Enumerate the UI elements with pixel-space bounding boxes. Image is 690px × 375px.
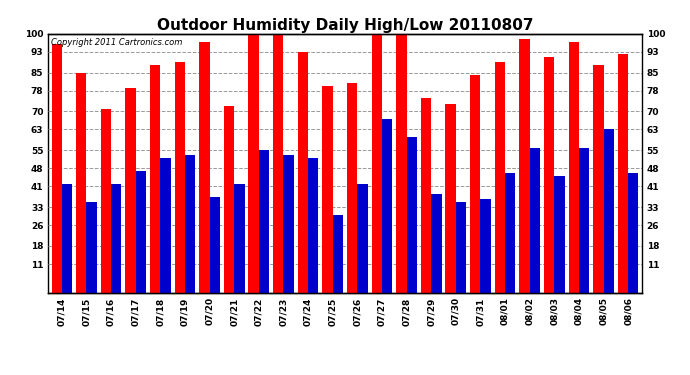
Bar	[52, 44, 62, 292]
Bar	[259, 150, 269, 292]
Bar	[579, 148, 589, 292]
Bar	[618, 54, 628, 292]
Bar	[284, 155, 294, 292]
Bar	[520, 39, 530, 292]
Bar	[470, 75, 480, 292]
Title: Outdoor Humidity Daily High/Low 20110807: Outdoor Humidity Daily High/Low 20110807	[157, 18, 533, 33]
Bar	[421, 99, 431, 292]
Bar	[628, 174, 638, 292]
Bar	[333, 215, 343, 292]
Bar	[495, 62, 505, 292]
Bar	[322, 86, 333, 292]
Bar	[593, 65, 604, 292]
Bar	[101, 109, 111, 292]
Bar	[347, 83, 357, 292]
Bar	[569, 42, 579, 292]
Bar	[357, 184, 368, 292]
Bar	[62, 184, 72, 292]
Bar	[126, 88, 136, 292]
Bar	[372, 34, 382, 292]
Bar	[530, 148, 540, 292]
Bar	[308, 158, 318, 292]
Bar	[150, 65, 160, 292]
Bar	[248, 34, 259, 292]
Bar	[544, 57, 554, 292]
Bar	[505, 174, 515, 292]
Bar	[273, 34, 284, 292]
Bar	[111, 184, 121, 292]
Bar	[224, 106, 234, 292]
Bar	[136, 171, 146, 292]
Bar	[297, 52, 308, 292]
Bar	[480, 200, 491, 292]
Bar	[160, 158, 170, 292]
Bar	[210, 197, 220, 292]
Bar	[456, 202, 466, 292]
Bar	[199, 42, 210, 292]
Bar	[406, 137, 417, 292]
Bar	[554, 176, 564, 292]
Bar	[185, 155, 195, 292]
Bar	[86, 202, 97, 292]
Bar	[76, 73, 86, 292]
Bar	[604, 129, 614, 292]
Bar	[396, 34, 406, 292]
Bar	[446, 104, 456, 292]
Bar	[431, 194, 442, 292]
Bar	[234, 184, 244, 292]
Text: Copyright 2011 Cartronics.com: Copyright 2011 Cartronics.com	[51, 38, 183, 46]
Bar	[382, 119, 393, 292]
Bar	[175, 62, 185, 292]
